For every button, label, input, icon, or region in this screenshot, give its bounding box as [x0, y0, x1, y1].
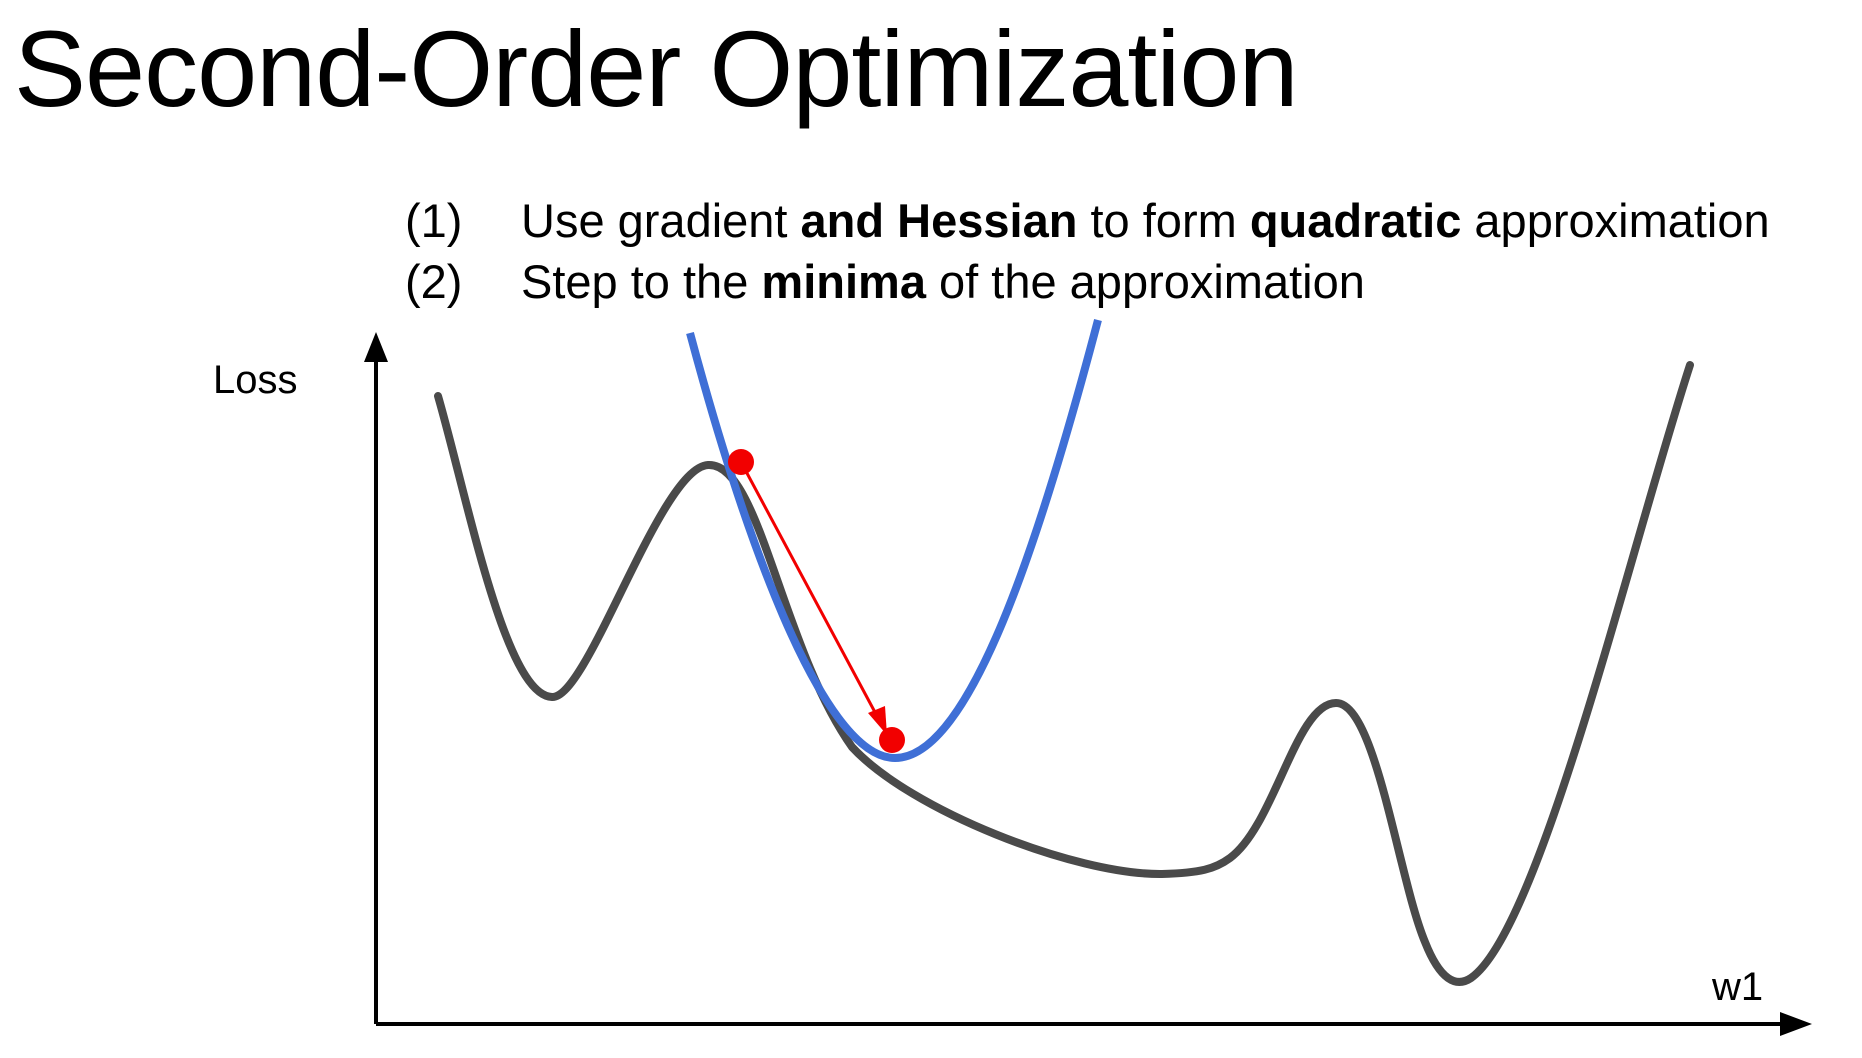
- current-point-marker: [728, 449, 754, 475]
- step-1-bold-term: and Hessian: [800, 194, 1078, 247]
- step-arrow-line: [739, 461, 879, 717]
- quadratic-approximation-curve: [686, 318, 1102, 763]
- step-list: (1) Use gradient and Hessian to form qua…: [405, 190, 1770, 312]
- step-2-text-part: of the approximation: [925, 255, 1365, 308]
- step-2-number: (2): [405, 255, 463, 308]
- step-1-text-part: Use gradient: [521, 194, 801, 247]
- step-1-text-part: to form: [1077, 194, 1250, 247]
- step-2: (2) Step to the minima of the approximat…: [405, 251, 1770, 312]
- x-axis-arrowhead: [1780, 1012, 1812, 1036]
- step-2-bold-term: minima: [761, 255, 926, 308]
- step-2-text-part: Step to the: [521, 255, 762, 308]
- step-1-bold-term: quadratic: [1249, 194, 1462, 247]
- slide-title: Second-Order Optimization: [14, 8, 1299, 129]
- step-arrowhead: [868, 706, 887, 735]
- y-axis-arrowhead: [364, 332, 388, 362]
- approximation-minimum-marker: [879, 727, 905, 753]
- y-axis-label: Loss: [213, 358, 298, 402]
- step-1-text-part: approximation: [1461, 194, 1770, 247]
- step-1-number: (1): [405, 194, 463, 247]
- step-1: (1) Use gradient and Hessian to form qua…: [405, 190, 1770, 251]
- step-1-text: Use gradient and Hessian to form quadrat…: [521, 190, 1770, 251]
- step-2-text: Step to the minima of the approximation: [521, 251, 1365, 312]
- x-axis-label: w1: [1711, 965, 1763, 1009]
- loss-curve: [434, 361, 1694, 986]
